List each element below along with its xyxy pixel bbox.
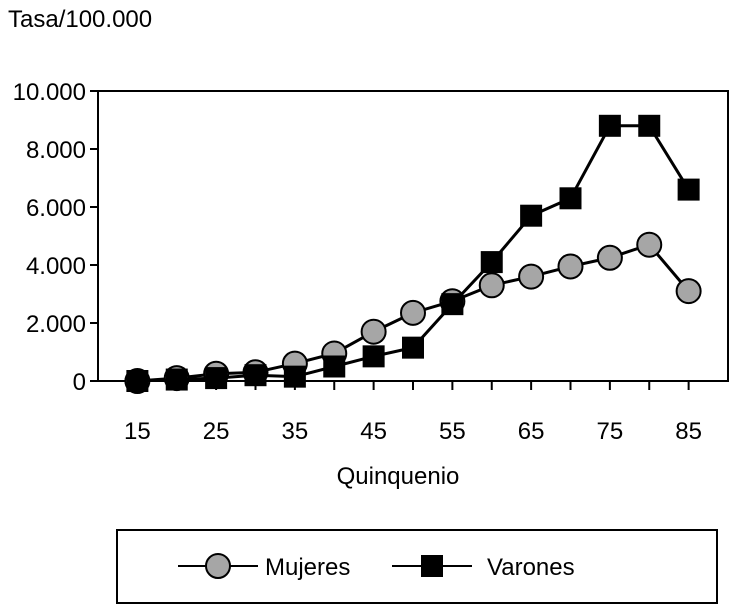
data-point-varones	[244, 364, 267, 387]
data-point-varones	[598, 114, 621, 137]
data-point-mujeres	[518, 263, 545, 290]
data-point-varones	[520, 204, 543, 227]
y-tick-label: 0	[73, 369, 86, 396]
x-axis: 15 25 35 45 55 65 75 85	[124, 381, 702, 445]
plot-area	[97, 90, 729, 382]
legend-label-varones: Varones	[487, 554, 575, 581]
legend-item-mujeres: Mujeres	[178, 553, 350, 581]
data-point-varones	[677, 178, 700, 201]
data-point-varones	[559, 187, 582, 210]
x-axis-title: Quinquenio	[337, 463, 460, 490]
data-point-mujeres	[636, 231, 663, 258]
data-point-varones	[323, 355, 346, 378]
y-tick-label: 4.000	[26, 253, 86, 280]
legend-label-mujeres: Mujeres	[265, 554, 350, 581]
legend-box	[116, 529, 718, 604]
y-tick-label: 10.000	[13, 79, 86, 106]
legend-marker-mujeres	[205, 553, 231, 579]
x-tick-label: 65	[518, 418, 545, 445]
legend-marker-varones	[421, 555, 443, 577]
x-tick-label: 15	[124, 418, 151, 445]
x-tick-label: 25	[203, 418, 230, 445]
y-axis: 0 2.000 4.000 6.000 8.000 10.000	[13, 79, 98, 396]
data-point-mujeres	[360, 318, 387, 345]
data-point-mujeres	[478, 272, 505, 299]
data-point-mujeres	[675, 278, 702, 305]
data-point-varones	[638, 114, 661, 137]
legend: Mujeres Varones	[116, 529, 718, 604]
series-group	[124, 114, 702, 394]
data-point-mujeres	[596, 244, 623, 271]
data-point-varones	[165, 368, 188, 391]
x-tick-label: 85	[675, 418, 702, 445]
data-point-mujeres	[557, 253, 584, 280]
data-point-varones	[126, 370, 149, 392]
x-tick-label: 55	[439, 418, 466, 445]
data-point-varones	[205, 367, 228, 390]
y-tick-label: 2.000	[26, 311, 86, 338]
data-point-varones	[362, 345, 385, 368]
data-point-varones	[283, 365, 306, 388]
series-varones	[126, 114, 700, 392]
y-tick-label: 8.000	[26, 137, 86, 164]
y-tick-label: 6.000	[26, 195, 86, 222]
legend-item-varones: Varones	[392, 554, 575, 581]
y-axis-title: Tasa/100.000	[8, 6, 152, 33]
x-tick-label: 75	[597, 418, 624, 445]
x-tick-label: 35	[282, 418, 309, 445]
data-point-varones	[402, 336, 424, 359]
x-tick-label: 45	[360, 418, 387, 445]
data-point-mujeres	[400, 299, 426, 326]
data-point-varones	[441, 293, 464, 316]
data-point-varones	[480, 251, 503, 274]
